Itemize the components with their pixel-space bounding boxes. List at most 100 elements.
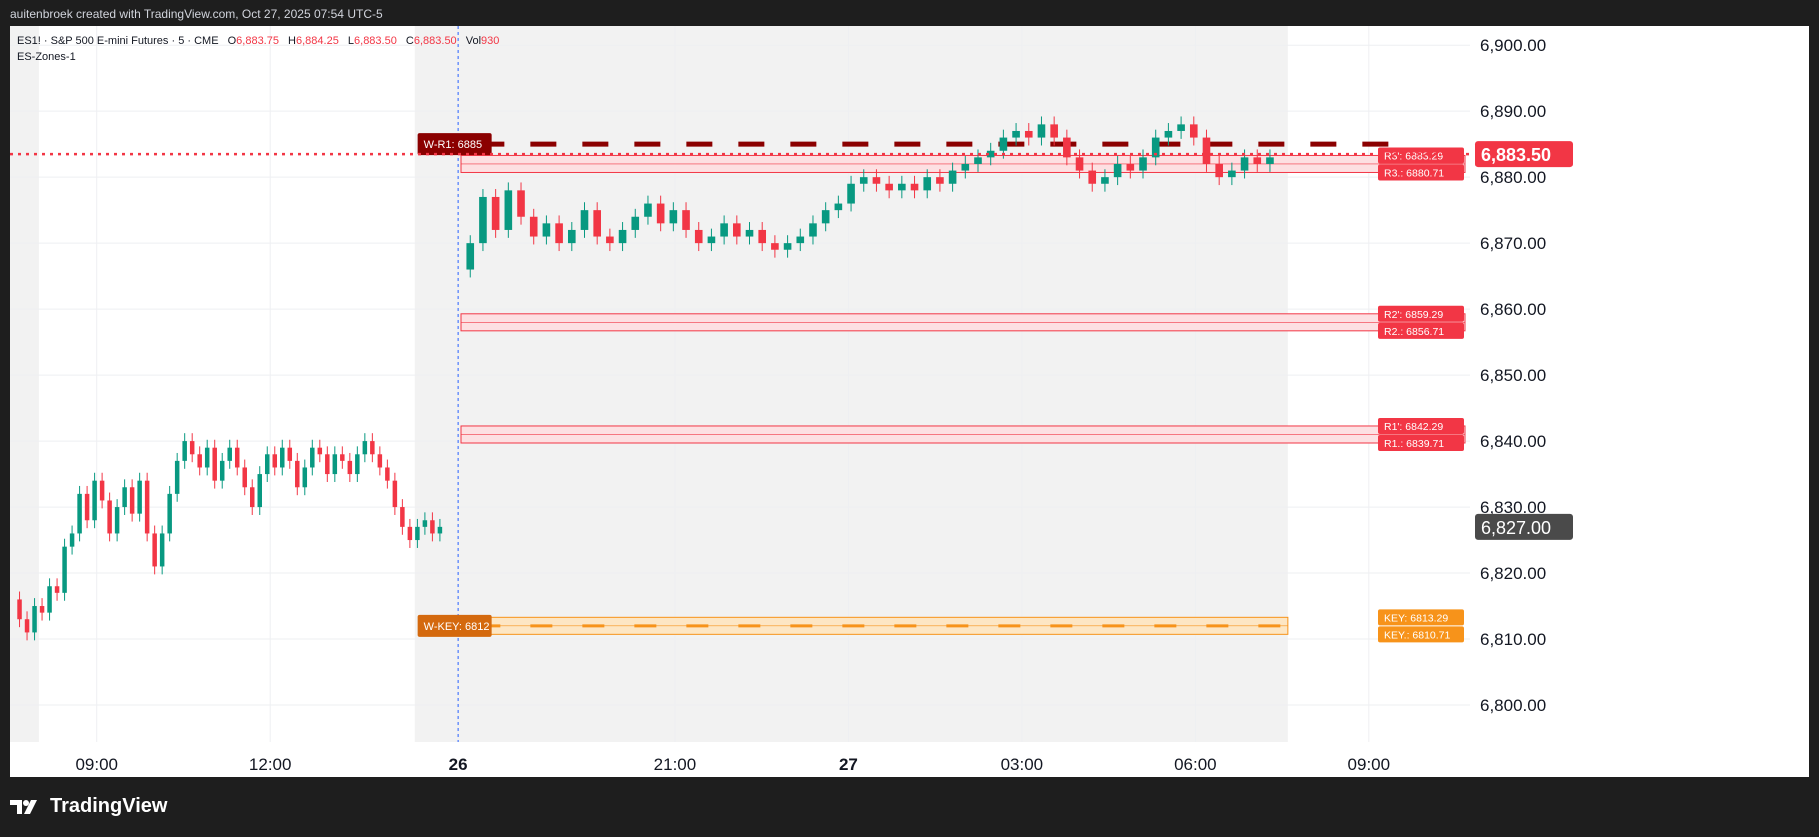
- zone-label-bg: [1378, 164, 1464, 181]
- zone-label-r2-upper: R2': 6859.29: [1384, 309, 1443, 321]
- weekly-r1-label: W-R1: 6885: [424, 139, 483, 151]
- candle-session2: [720, 223, 728, 237]
- chart-panel[interactable]: R3': 6883.29 R3.: 6880.71 R2': 6859.29 R2.:…: [10, 26, 1809, 777]
- zone-label-bg: [1378, 322, 1464, 339]
- candle-session2: [999, 137, 1008, 151]
- candle-session2: [758, 229, 767, 244]
- weekly-r1-label-bg: [417, 133, 492, 156]
- high-value: 6,884.25: [296, 35, 339, 47]
- volume-value: 930: [481, 35, 500, 47]
- prev-close-label: 6,827.00: [1481, 518, 1551, 538]
- x-tick-label: 27: [839, 755, 858, 774]
- candle-session2: [1189, 124, 1198, 138]
- candle-session1: [227, 447, 232, 461]
- candle-session1: [197, 454, 202, 468]
- candle-session1: [415, 526, 420, 541]
- candle-session2: [1037, 124, 1046, 138]
- candle-session2: [745, 229, 754, 237]
- candle-session2: [923, 177, 932, 191]
- candle-session1: [144, 480, 150, 534]
- candle-session2: [593, 210, 601, 237]
- zone-label-r2-lower: R2.: 6856.71: [1384, 326, 1444, 338]
- candle-session2: [504, 190, 513, 230]
- candle-session2: [1063, 137, 1071, 158]
- candle-session1: [167, 493, 172, 534]
- candle-session2: [910, 183, 919, 191]
- candle-session1: [325, 454, 330, 475]
- candle-session1: [219, 460, 225, 481]
- y-tick-label: 6,830.00: [1480, 498, 1546, 517]
- y-tick-label: 6,840.00: [1480, 432, 1546, 451]
- candle-session1: [332, 454, 338, 475]
- zone-label-bg: [1378, 626, 1464, 643]
- candle-session1: [355, 454, 360, 475]
- candle-session1: [392, 480, 398, 508]
- candle-session2: [936, 177, 944, 184]
- y-tick-label: 6,860.00: [1480, 300, 1546, 319]
- candle-session2: [606, 236, 614, 244]
- candle-session2: [542, 223, 551, 237]
- volume-label: Vol: [465, 35, 482, 47]
- candle-session2: [580, 210, 589, 230]
- y-tick-label: 6,810.00: [1480, 630, 1546, 649]
- candle-session2: [555, 223, 563, 244]
- high-label: H: [288, 35, 296, 47]
- candle-session2: [1151, 137, 1160, 158]
- footer-bar: TradingView: [0, 777, 1819, 837]
- candle-session2: [618, 229, 627, 244]
- y-tick-label: 6,900.00: [1480, 36, 1546, 55]
- candle-session1: [174, 460, 180, 494]
- y-tick-label: 6,880.00: [1480, 168, 1546, 187]
- candle-session2: [644, 203, 652, 217]
- zone-label-r1-lower: R1.: 6839.71: [1384, 438, 1444, 450]
- zone-label-key-upper: KEY: 6813.29: [1384, 612, 1448, 624]
- candle-session2: [1088, 170, 1097, 184]
- candle-session1: [340, 454, 345, 461]
- candle-session2: [974, 157, 982, 164]
- candle-session2: [1075, 157, 1084, 171]
- candle-session2: [1024, 130, 1033, 138]
- candle-session1: [430, 520, 435, 534]
- candle-session2: [771, 243, 779, 250]
- candle-session1: [92, 480, 97, 521]
- zone-label-r3-lower: R3.: 6880.71: [1384, 167, 1444, 179]
- candle-session2: [1139, 157, 1147, 171]
- candle-session2: [1202, 137, 1211, 164]
- x-tick-label: 03:00: [1001, 755, 1044, 774]
- tradingview-brand[interactable]: TradingView: [10, 795, 167, 818]
- candle-session2: [859, 177, 868, 184]
- candle-session1: [295, 460, 300, 488]
- candle-session1: [249, 487, 255, 508]
- price-chart[interactable]: R3': 6883.29 R3.: 6880.71 R2': 6859.29 R2.:…: [10, 26, 1809, 777]
- candle-session2: [529, 216, 538, 237]
- candle-session1: [287, 447, 293, 461]
- open-value: 6,883.75: [236, 35, 279, 47]
- candle-session1: [159, 533, 165, 567]
- weekly-key-label-bg: [417, 614, 492, 637]
- candle-session2: [821, 210, 830, 224]
- candle-session2: [707, 236, 716, 244]
- candle-session1: [212, 447, 217, 481]
- x-tick-label: 26: [449, 755, 468, 774]
- current-price-label: 6,883.50: [1481, 145, 1551, 165]
- candle-session2: [796, 236, 805, 244]
- candle-session2: [682, 210, 690, 230]
- candle-session1: [407, 526, 413, 541]
- close-label: C: [405, 35, 414, 47]
- candle-session1: [302, 467, 308, 488]
- candle-session2: [1113, 163, 1122, 178]
- candle-session1: [347, 460, 353, 475]
- x-tick-label: 09:00: [75, 755, 118, 774]
- symbol-name[interactable]: ES1! · S&P 500 E-mini Futures · 5 · CME: [17, 35, 219, 47]
- candle-session2: [809, 223, 817, 237]
- candle-session2: [567, 229, 576, 244]
- zone-label-bg: [1378, 417, 1464, 434]
- legend-row-indicator: ES-Zones-1: [17, 49, 499, 65]
- candle-session2: [694, 229, 703, 244]
- candle-session1: [129, 487, 135, 514]
- candle-session2: [961, 163, 970, 171]
- indicator-name[interactable]: ES-Zones-1: [17, 51, 76, 63]
- candle-session1: [422, 520, 428, 527]
- brand-name: TradingView: [50, 795, 168, 817]
- candle-session2: [847, 183, 855, 204]
